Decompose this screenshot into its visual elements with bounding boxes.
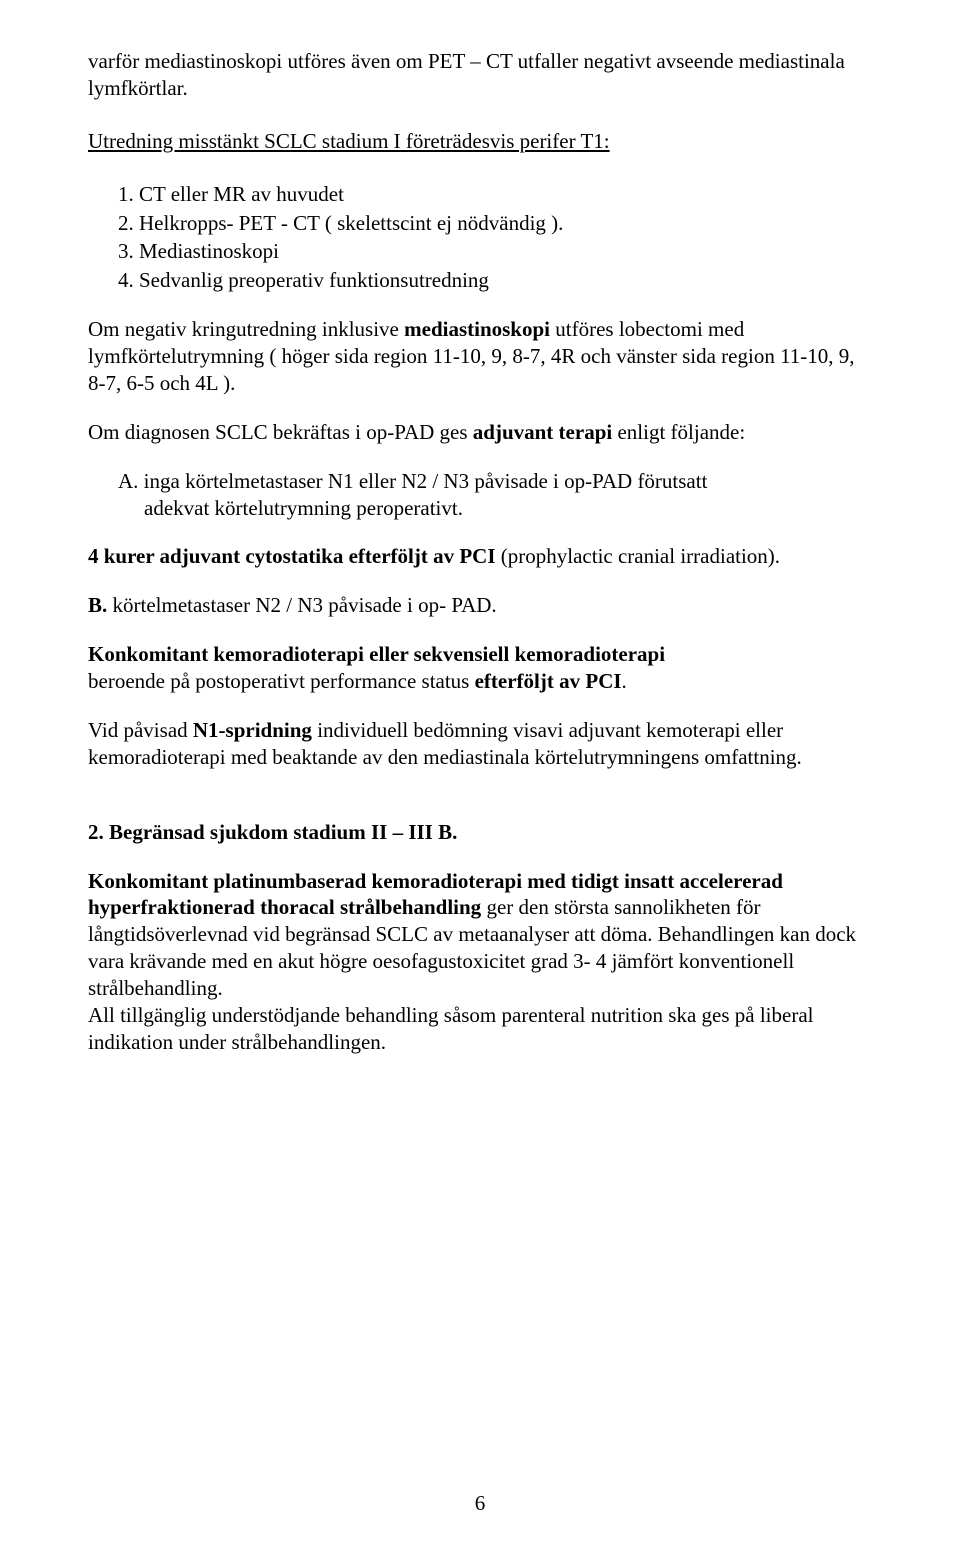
list-item: 4. Sedvanlig preoperativ funktionsutredn… (118, 267, 872, 294)
text-span: Vid påvisad (88, 718, 193, 742)
list-text: Mediastinoskopi (139, 239, 279, 263)
text-span: körtelmetastaser N2 / N3 påvisade i op- … (107, 593, 496, 617)
para-intro-continuation: varför mediastinoskopi utföres även om P… (88, 48, 872, 102)
list-number: 1. (118, 182, 134, 206)
item-b: B. körtelmetastaser N2 / N3 påvisade i o… (88, 592, 872, 619)
heading-utredning: Utredning misstänkt SCLC stadium I föret… (88, 128, 872, 155)
list-text: CT eller MR av huvudet (139, 182, 344, 206)
text-line: A. inga körtelmetastaser N1 eller N2 / N… (118, 468, 872, 495)
para-4kurer: 4 kurer adjuvant cytostatika efterföljt … (88, 543, 872, 570)
page-number: 6 (0, 1491, 960, 1516)
para-konkomitant: Konkomitant kemoradioterapi eller sekven… (88, 641, 872, 695)
list-number: 3. (118, 239, 134, 263)
list-number: 2. (118, 211, 134, 235)
text-span: Om diagnosen SCLC bekräftas i op-PAD ges (88, 420, 473, 444)
text-span: enligt följande: (612, 420, 745, 444)
list-number: 4. (118, 268, 134, 292)
text-bold: N1-spridning (193, 718, 312, 742)
text-span: Om negativ kringutredning inklusive (88, 317, 404, 341)
list-item: 1. CT eller MR av huvudet (118, 181, 872, 208)
text-bold: mediastinoskopi (404, 317, 550, 341)
text-span: beroende på postoperativt performance st… (88, 669, 475, 693)
list-item: 3. Mediastinoskopi (118, 238, 872, 265)
text-bold: efterföljt av PCI (475, 669, 622, 693)
para-neg-kringutredning: Om negativ kringutredning inklusive medi… (88, 316, 872, 397)
item-a: A. inga körtelmetastaser N1 eller N2 / N… (118, 468, 872, 522)
text-bold: B. (88, 593, 107, 617)
numbered-list: 1. CT eller MR av huvudet 2. Helkropps- … (88, 181, 872, 295)
text-span: (prophylactic cranial irradiation). (496, 544, 781, 568)
para-konkomitant-platinum: Konkomitant platinumbaserad kemoradioter… (88, 868, 872, 1002)
text-span: . (622, 669, 627, 693)
text-bold: Konkomitant kemoradioterapi eller sekven… (88, 642, 665, 666)
para-understodjande: All tillgänglig understödjande behandlin… (88, 1002, 872, 1056)
text-line: adekvat körtelutrymning peroperativt. (144, 495, 872, 522)
list-text: Sedvanlig preoperativ funktionsutredning (139, 268, 489, 292)
para-diagnos-sclc: Om diagnosen SCLC bekräftas i op-PAD ges… (88, 419, 872, 446)
text-bold: adjuvant terapi (473, 420, 612, 444)
heading-2: 2. Begränsad sjukdom stadium II – III B. (88, 819, 872, 846)
list-item: 2. Helkropps- PET - CT ( skelettscint ej… (118, 210, 872, 237)
list-text: Helkropps- PET - CT ( skelettscint ej nö… (139, 211, 563, 235)
text-bold: 4 kurer adjuvant cytostatika efterföljt … (88, 544, 496, 568)
para-n1-spridning: Vid påvisad N1-spridning individuell bed… (88, 717, 872, 771)
document-page: varför mediastinoskopi utföres även om P… (0, 0, 960, 1556)
